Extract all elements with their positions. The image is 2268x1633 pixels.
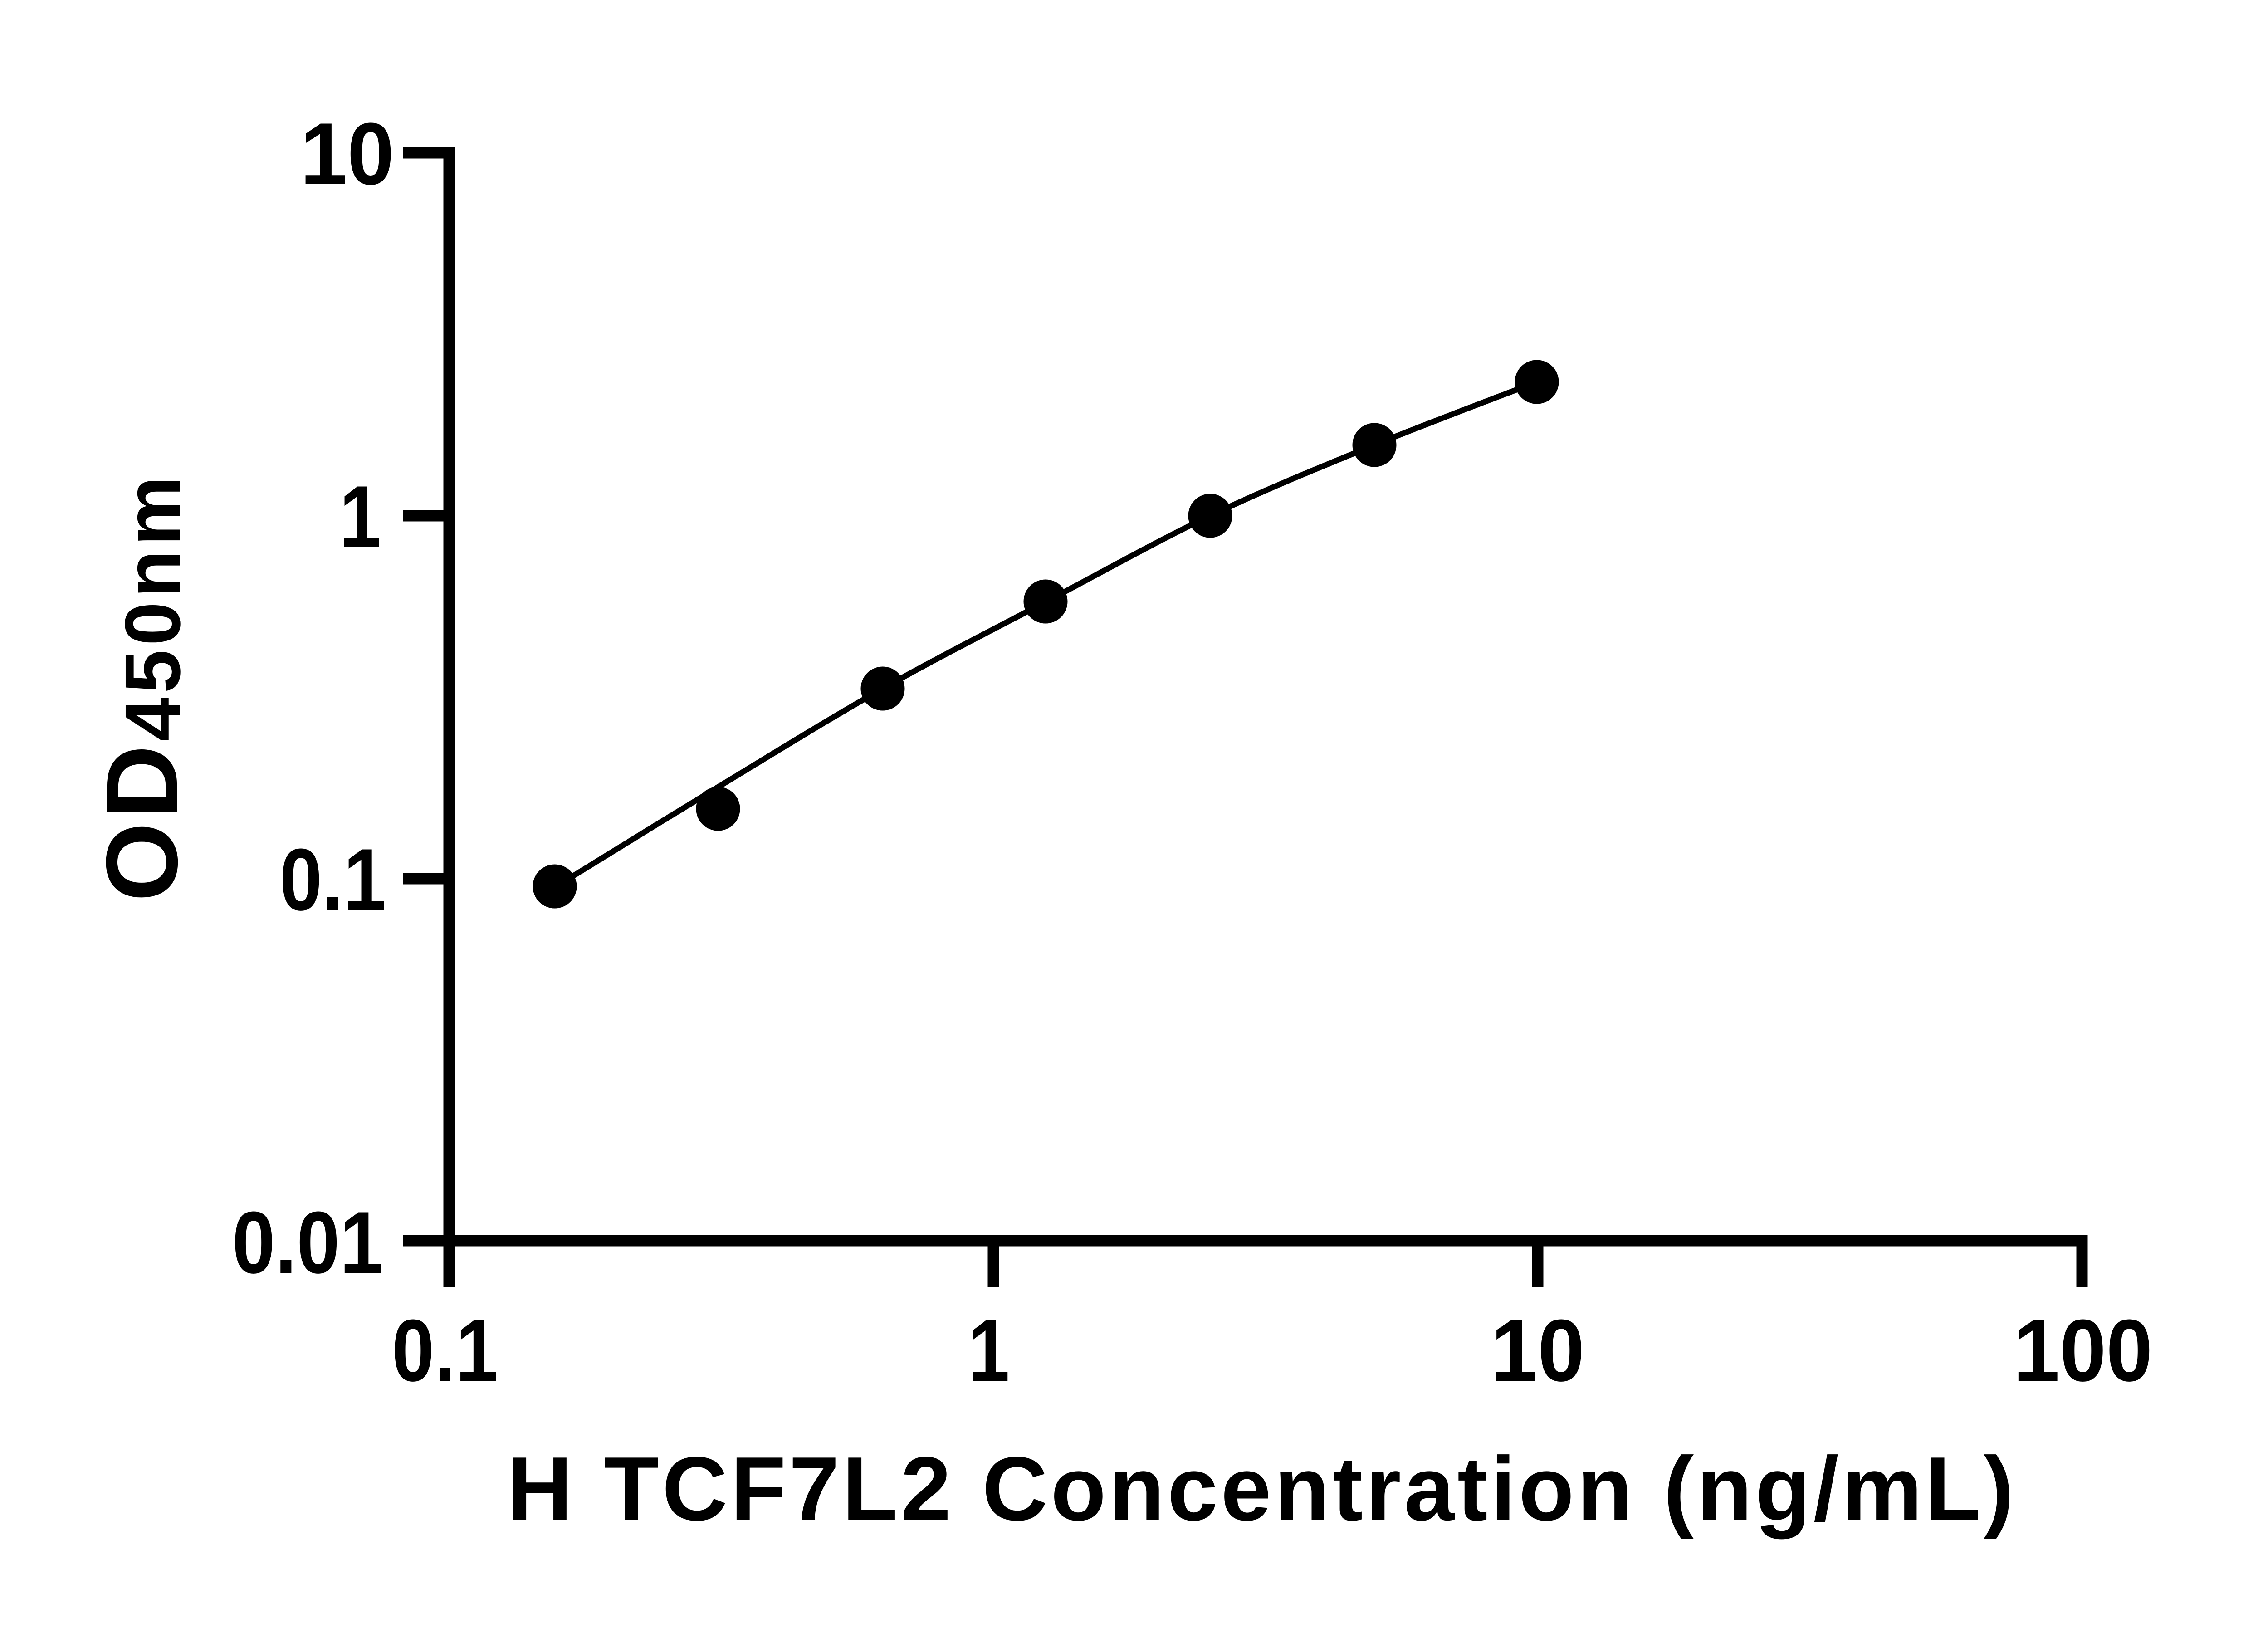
svg-text:10: 10 xyxy=(1491,1302,1584,1400)
svg-text:1: 1 xyxy=(339,468,381,566)
svg-text:1: 1 xyxy=(968,1301,1010,1400)
svg-text:0.01: 0.01 xyxy=(232,1193,383,1292)
svg-text:0.1: 0.1 xyxy=(392,1301,499,1400)
svg-text:0.1: 0.1 xyxy=(279,830,386,929)
svg-text:OD450nm: OD450nm xyxy=(85,472,199,901)
svg-text:100: 100 xyxy=(2013,1302,2152,1400)
svg-text:H TCF7L2 Concentration (ng/mL): H TCF7L2 Concentration (ng/mL) xyxy=(507,1438,2017,1540)
svg-text:10: 10 xyxy=(300,105,394,203)
